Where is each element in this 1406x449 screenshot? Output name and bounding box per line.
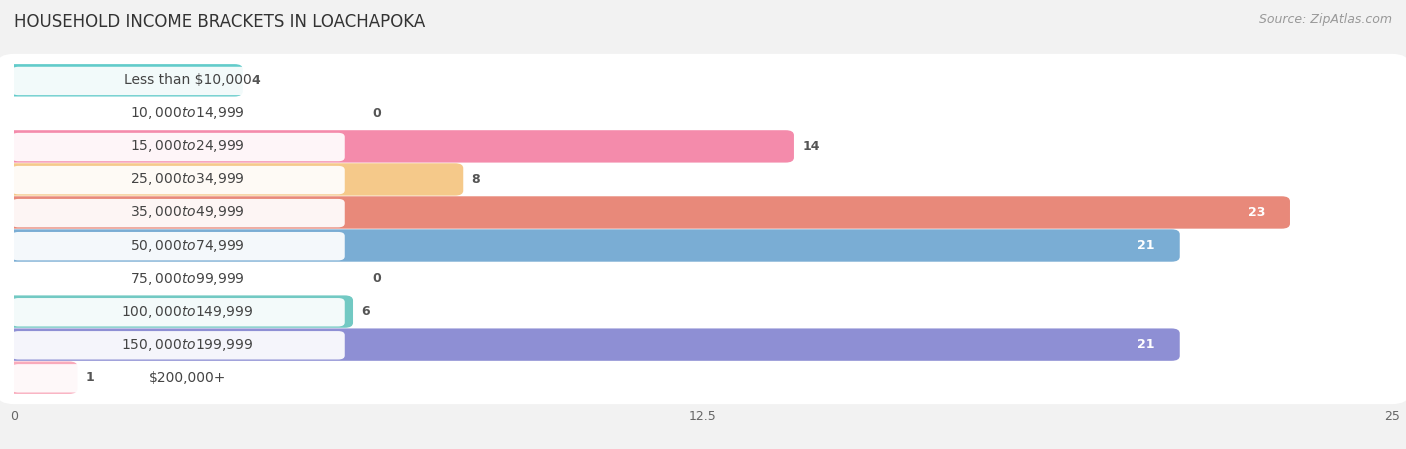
FancyBboxPatch shape: [0, 351, 1406, 404]
FancyBboxPatch shape: [0, 219, 1406, 272]
Text: 14: 14: [803, 140, 820, 153]
FancyBboxPatch shape: [11, 100, 344, 128]
FancyBboxPatch shape: [0, 252, 1406, 305]
FancyBboxPatch shape: [0, 87, 1406, 140]
FancyBboxPatch shape: [11, 331, 344, 360]
Text: $25,000 to $34,999: $25,000 to $34,999: [131, 172, 245, 187]
Text: 6: 6: [361, 305, 370, 318]
Text: HOUSEHOLD INCOME BRACKETS IN LOACHAPOKA: HOUSEHOLD INCOME BRACKETS IN LOACHAPOKA: [14, 13, 425, 31]
Text: 1: 1: [86, 371, 94, 384]
FancyBboxPatch shape: [11, 232, 344, 260]
FancyBboxPatch shape: [11, 67, 344, 95]
Text: 4: 4: [252, 74, 260, 87]
Text: $50,000 to $74,999: $50,000 to $74,999: [131, 238, 245, 254]
FancyBboxPatch shape: [11, 265, 344, 293]
FancyBboxPatch shape: [6, 64, 243, 97]
Text: $200,000+: $200,000+: [149, 371, 226, 385]
FancyBboxPatch shape: [6, 328, 1180, 361]
FancyBboxPatch shape: [0, 153, 1406, 206]
FancyBboxPatch shape: [6, 163, 463, 196]
FancyBboxPatch shape: [0, 54, 1406, 107]
FancyBboxPatch shape: [0, 318, 1406, 371]
Text: 8: 8: [471, 173, 479, 186]
Text: $15,000 to $24,999: $15,000 to $24,999: [131, 138, 245, 154]
FancyBboxPatch shape: [6, 229, 1180, 262]
Text: Less than $10,000: Less than $10,000: [124, 73, 252, 87]
FancyBboxPatch shape: [6, 295, 353, 328]
Text: 0: 0: [373, 107, 381, 120]
FancyBboxPatch shape: [11, 199, 344, 227]
Text: 0: 0: [373, 272, 381, 285]
FancyBboxPatch shape: [6, 196, 1289, 229]
Text: $150,000 to $199,999: $150,000 to $199,999: [121, 337, 254, 352]
Text: 23: 23: [1247, 206, 1265, 219]
Text: 21: 21: [1137, 239, 1154, 252]
FancyBboxPatch shape: [11, 298, 344, 326]
FancyBboxPatch shape: [0, 120, 1406, 173]
FancyBboxPatch shape: [0, 186, 1406, 239]
FancyBboxPatch shape: [11, 364, 344, 392]
FancyBboxPatch shape: [0, 285, 1406, 338]
Text: $75,000 to $99,999: $75,000 to $99,999: [131, 271, 245, 286]
FancyBboxPatch shape: [6, 361, 77, 394]
Text: $100,000 to $149,999: $100,000 to $149,999: [121, 304, 254, 320]
Text: 21: 21: [1137, 338, 1154, 351]
FancyBboxPatch shape: [6, 130, 794, 163]
Text: $35,000 to $49,999: $35,000 to $49,999: [131, 204, 245, 220]
Text: $10,000 to $14,999: $10,000 to $14,999: [131, 106, 245, 121]
FancyBboxPatch shape: [11, 133, 344, 161]
Text: Source: ZipAtlas.com: Source: ZipAtlas.com: [1258, 13, 1392, 26]
FancyBboxPatch shape: [11, 166, 344, 194]
